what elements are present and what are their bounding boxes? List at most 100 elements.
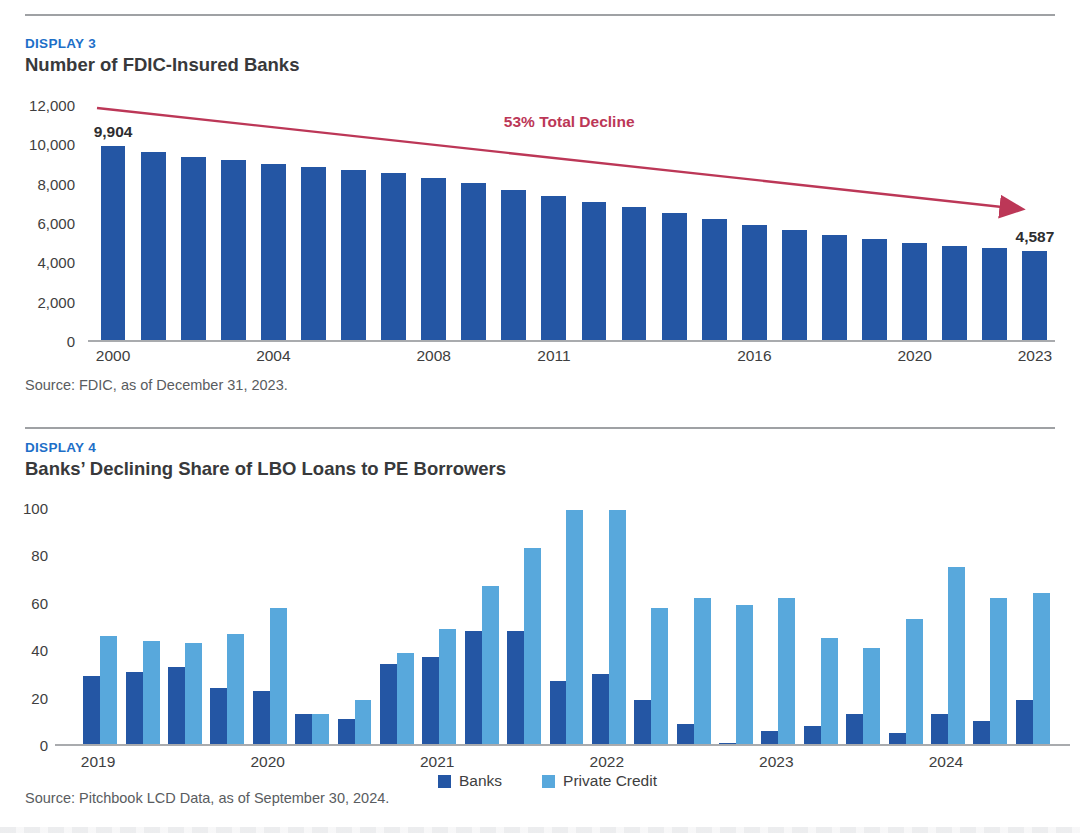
- private-credit-bar: [990, 598, 1007, 745]
- private-credit-bar: [185, 643, 202, 745]
- chart2-legend: Banks Private Credit: [25, 772, 1070, 790]
- quarter-bar-pair: [588, 508, 630, 745]
- chart2-bars: [79, 508, 1054, 745]
- y-tick-label: 80: [31, 547, 48, 564]
- x-tick-label: 2019: [81, 753, 115, 771]
- quarter-bar-pair: [206, 508, 248, 745]
- quarter-bar-pair: [333, 508, 375, 745]
- banks-bar: [804, 726, 821, 745]
- x-tick-label: 2023: [1018, 347, 1052, 365]
- display4-label: DISPLAY 4: [25, 440, 96, 455]
- quarter-bar-pair: [969, 508, 1011, 745]
- x-tick-label: 2020: [250, 753, 284, 771]
- y-tick-label: 0: [40, 737, 48, 754]
- banks-bar: [973, 721, 990, 745]
- x-tick-label: 2020: [897, 347, 931, 365]
- chart2-source: Source: Pitchbook LCD Data, as of Septem…: [25, 790, 389, 806]
- private-credit-bar: [736, 605, 753, 745]
- banks-bar: [677, 724, 694, 745]
- private-credit-bar: [100, 636, 117, 745]
- private-credit-bar: [355, 700, 372, 745]
- x-tick-label: 2011: [537, 347, 570, 365]
- lbo-loans-chart: 100806040200 201920202021202220232024 Ba…: [25, 500, 1070, 800]
- quarter-bar-pair: [927, 508, 969, 745]
- quarter-bar-pair: [715, 508, 757, 745]
- quarter-bar-pair: [121, 508, 163, 745]
- quarter-bar-pair: [757, 508, 799, 745]
- private-credit-bar: [651, 608, 668, 745]
- banks-bar: [168, 667, 185, 745]
- banks-legend-swatch: [438, 775, 451, 788]
- banks-bar: [465, 631, 482, 745]
- section-divider: [25, 427, 1055, 429]
- y-tick-label: 4,000: [37, 254, 75, 271]
- quarter-bar-pair: [376, 508, 418, 745]
- private-credit-bar: [143, 641, 160, 745]
- chart2-title: Banks’ Declining Share of LBO Loans to P…: [25, 458, 506, 480]
- banks-bar: [592, 674, 609, 745]
- private-credit-bar: [948, 567, 965, 745]
- quarter-bar-pair: [1012, 508, 1054, 745]
- banks-bar: [253, 691, 270, 746]
- legend-label: Banks: [459, 772, 502, 790]
- x-tick-label: 2008: [416, 347, 450, 365]
- banks-bar: [210, 688, 227, 745]
- y-tick-label: 20: [31, 689, 48, 706]
- bar-value-label: 9,904: [94, 123, 133, 141]
- x-tick-label: 2016: [737, 347, 771, 365]
- private-credit-bar: [906, 619, 923, 745]
- private-credit-bar: [694, 598, 711, 745]
- fdic-banks-chart: 12,00010,0008,0006,0004,0002,0000 53% To…: [25, 95, 1055, 375]
- chart1-plot-area: 53% Total Decline 9,904 4,587: [93, 105, 1055, 341]
- chart2-x-axis: 201920202021202220232024: [79, 753, 1054, 773]
- quarter-bar-pair: [418, 508, 460, 745]
- quarter-bar-pair: [630, 508, 672, 745]
- x-tick-label: 2021: [420, 753, 454, 771]
- private-credit-bar: [312, 714, 329, 745]
- legend-item: Banks: [438, 772, 502, 790]
- legend-label: Private Credit: [563, 772, 657, 790]
- y-tick-label: 40: [31, 642, 48, 659]
- chart1-title: Number of FDIC-Insured Banks: [25, 54, 299, 76]
- y-tick-label: 6,000: [37, 215, 75, 232]
- private-credit-bar: [524, 548, 541, 745]
- y-tick-label: 12,000: [29, 97, 75, 114]
- quarter-bar-pair: [291, 508, 333, 745]
- y-tick-label: 2,000: [37, 293, 75, 310]
- x-tick-label: 2024: [929, 753, 963, 771]
- banks-bar: [931, 714, 948, 745]
- y-tick-label: 8,000: [37, 175, 75, 192]
- private-credit-bar: [821, 638, 838, 745]
- banks-bar: [1016, 700, 1033, 745]
- private-credit-bar: [863, 648, 880, 745]
- y-tick-label: 100: [23, 500, 48, 517]
- banks-bar: [126, 672, 143, 745]
- chart2-y-axis: 100806040200: [25, 508, 48, 745]
- banks-bar: [380, 664, 397, 745]
- quarter-bar-pair: [249, 508, 291, 745]
- banks-bar: [846, 714, 863, 745]
- quarter-bar-pair: [884, 508, 926, 745]
- quarter-bar-pair: [164, 508, 206, 745]
- banks-bar: [634, 700, 651, 745]
- x-tick-label: 2000: [96, 347, 130, 365]
- quarter-bar-pair: [503, 508, 545, 745]
- private-credit-bar: [270, 608, 287, 745]
- y-tick-label: 0: [67, 333, 75, 350]
- private-credit-bar: [397, 653, 414, 745]
- quarter-bar-pair: [545, 508, 587, 745]
- banks-bar: [83, 676, 100, 745]
- banks-bar: [338, 719, 355, 745]
- bottom-page-edge: [0, 827, 1080, 833]
- y-tick-label: 60: [31, 594, 48, 611]
- quarter-bar-pair: [800, 508, 842, 745]
- banks-bar: [295, 714, 312, 745]
- bar-value-label: 4,587: [1016, 228, 1055, 246]
- private-credit-bar: [566, 510, 583, 745]
- decline-annotation: 53% Total Decline: [504, 113, 635, 131]
- display3-label: DISPLAY 3: [25, 36, 96, 51]
- chart1-source: Source: FDIC, as of December 31, 2023.: [25, 377, 288, 393]
- banks-bar: [422, 657, 439, 745]
- x-tick-label: 2022: [590, 753, 624, 771]
- private-credit-bar: [227, 634, 244, 745]
